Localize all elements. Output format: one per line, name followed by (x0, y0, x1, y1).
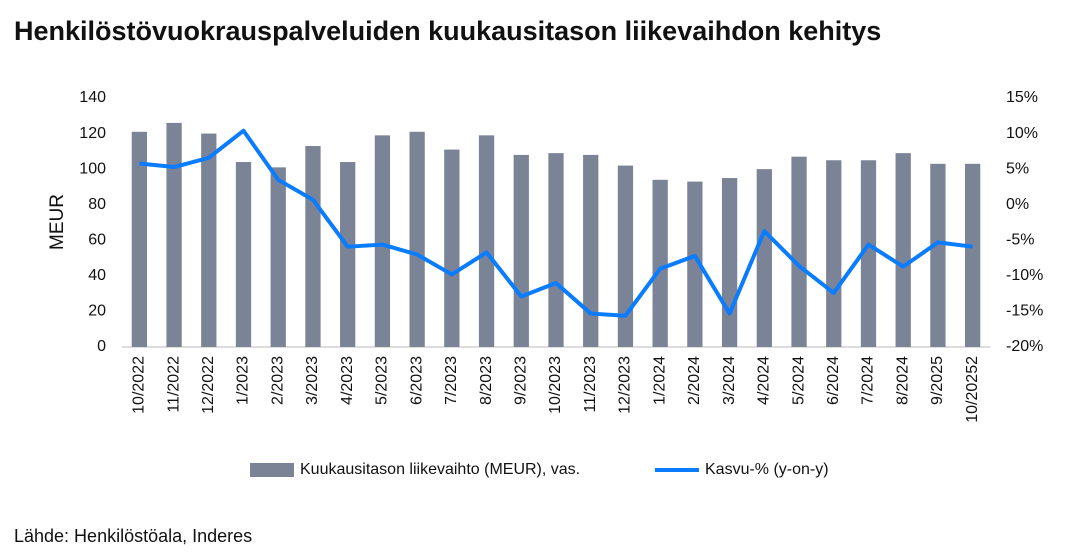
bar (409, 131, 425, 347)
x-tick-label: 8/2024 (894, 356, 911, 405)
y2-tick-label: -10% (1006, 267, 1043, 284)
x-tick-label: 3/2024 (721, 356, 738, 405)
bar (826, 160, 842, 347)
y-axis-label: MEUR (47, 194, 68, 250)
y-tick-label: 80 (88, 196, 106, 213)
x-tick-label: 4/2023 (339, 356, 356, 405)
y2-tick-label: -20% (1006, 338, 1043, 355)
x-tick-label: 10/2022 (131, 356, 148, 414)
x-tick-label: 3/2023 (304, 356, 321, 405)
bar (721, 178, 738, 347)
bar (930, 163, 946, 347)
bar (235, 162, 252, 347)
x-tick-label: 2/2023 (269, 356, 286, 405)
bar (860, 160, 877, 347)
x-tick-label: 1/2023 (235, 356, 252, 405)
x-tick-label: 10/2023 (547, 356, 564, 414)
y2-tick-label: -15% (1006, 303, 1043, 320)
x-tick-label: 6/2023 (408, 356, 425, 405)
x-tick-label: 4/2024 (756, 356, 773, 405)
x-tick-label: 9/2023 (512, 356, 529, 405)
x-tick-label: 10/20252 (964, 356, 981, 423)
x-tick-label: 2/2024 (686, 356, 703, 405)
bar (201, 133, 217, 347)
x-tick-label: 7/2024 (860, 356, 877, 405)
bar (374, 135, 391, 347)
bar (756, 169, 772, 347)
bar (617, 165, 634, 347)
x-tick-label: 11/2022 (165, 356, 182, 413)
x-tick-label: 7/2023 (443, 356, 460, 405)
x-tick-label: 6/2024 (825, 356, 842, 405)
y2-tick-label: -5% (1006, 232, 1034, 249)
y-tick-label: 0 (97, 338, 106, 355)
legend-label: Kasvu-% (y-on-y) (705, 461, 829, 478)
bar (305, 146, 321, 347)
x-tick-label: 9/2025 (929, 356, 946, 405)
bar (340, 162, 356, 347)
x-tick-label: 12/2022 (200, 356, 217, 414)
x-tick-label: 12/2023 (617, 356, 634, 414)
bar (965, 163, 981, 347)
bar (513, 154, 529, 347)
y2-tick-label: 10% (1006, 125, 1038, 142)
y-tick-label: 140 (79, 89, 106, 106)
legend-label: Kuukausitason liikevaihto (MEUR), vas. (300, 461, 580, 478)
bar (791, 156, 807, 347)
line (139, 128, 973, 318)
legend-swatch (250, 463, 294, 477)
bar (478, 135, 495, 347)
chart-title: Henkilöstövuokrauspalveluiden kuukausita… (14, 16, 881, 46)
x-tick-label: 5/2023 (374, 356, 391, 405)
source: Lähde: Henkilöstöala, Inderes (14, 526, 252, 546)
bar (131, 131, 147, 347)
y-tick-label: 40 (88, 267, 106, 284)
x-tick-label: 5/2024 (790, 356, 807, 405)
x-tick-label: 8/2023 (478, 356, 495, 405)
y-tick-label: 20 (88, 303, 106, 320)
bar (166, 122, 182, 348)
y-tick-label: 120 (79, 125, 106, 142)
y2-tick-label: 15% (1006, 89, 1038, 106)
y-tick-label: 100 (79, 160, 106, 177)
bar (548, 153, 564, 347)
y2-tick-label: 0% (1006, 196, 1029, 213)
bar (895, 153, 911, 347)
bar (444, 149, 460, 347)
bar (270, 167, 286, 347)
x-tick-label: 11/2023 (582, 356, 599, 413)
bar (583, 154, 599, 347)
y2-tick-label: 5% (1006, 160, 1029, 177)
x-tick-label: 1/2024 (651, 356, 668, 405)
y-tick-label: 60 (88, 232, 106, 249)
bar (687, 181, 703, 347)
bar (652, 179, 668, 347)
